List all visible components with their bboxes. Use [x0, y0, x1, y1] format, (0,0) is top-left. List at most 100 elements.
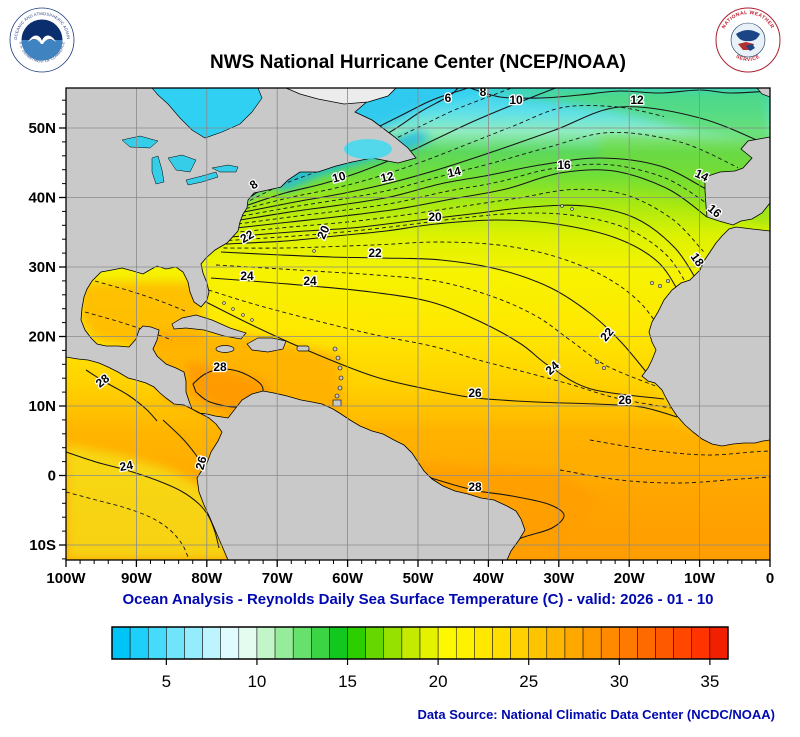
colorbar-segment [437, 626, 457, 660]
isotherm-dashed [249, 88, 513, 201]
contour-label: 10 [331, 169, 348, 186]
lake-ontario [211, 164, 239, 173]
y-axis-label: 50N [28, 120, 56, 137]
lake-michigan [151, 155, 165, 185]
nws-ring-text-bottom: SERVICE [735, 54, 762, 63]
isotherm-22 [220, 251, 648, 374]
islands-bahamas [222, 301, 254, 322]
colorbar-segment [655, 626, 674, 660]
grid-layer [66, 88, 770, 560]
sst-warmest-equatorial [400, 460, 600, 540]
island-dot [657, 283, 663, 289]
great-lakes [121, 135, 239, 186]
colorbar-segment [311, 626, 330, 660]
islands-cape-verde [594, 359, 607, 371]
island-dot [231, 307, 235, 311]
isotherm-dashed [208, 289, 671, 409]
colorbar-segment [510, 626, 529, 660]
colorbar-segment [238, 626, 258, 660]
map-subtitle: Ocean Analysis - Reynolds Daily Sea Surf… [122, 591, 713, 608]
colorbar-segment [292, 626, 312, 660]
colorbar-segment [329, 626, 348, 660]
island-puerto-rico [296, 345, 310, 352]
colorbar-segment [129, 626, 149, 660]
contour-label: 12 [630, 93, 644, 107]
noaa-emblem-sea [21, 40, 63, 61]
isotherm-dashed [233, 188, 704, 252]
isotherm-dashed [237, 163, 707, 225]
contour-label: 26 [193, 454, 210, 471]
data-source-note: Data Source: National Climatic Data Cent… [417, 707, 775, 722]
sst-pacific-cold-tongue [66, 445, 230, 560]
colorbar-border [111, 626, 729, 660]
axes-layer: 100W 90W 80W 70W 60W 50W 40W 30W 20W 10W 0 50N 40N 30… [28, 99, 774, 587]
colorbar-segment [564, 626, 584, 660]
island-cuba [171, 314, 247, 340]
land-british-isles [756, 88, 770, 98]
x-axis-label: 30W [543, 570, 575, 587]
contour-label: 16 [557, 158, 571, 172]
islands-lesser-antilles [332, 346, 344, 407]
contour-label: 26 [618, 393, 632, 407]
colorbar-segment [673, 626, 693, 660]
nws-logo: NATIONAL WEATHER SERVICE [715, 7, 781, 73]
contour-label: 24 [240, 269, 254, 283]
colorbar-segment [600, 626, 620, 660]
island-dot [338, 375, 344, 381]
x-axis-label: 70W [262, 570, 294, 587]
contour-label: 28 [468, 480, 482, 494]
isotherm-dashed [223, 241, 665, 335]
isotherm-20 [225, 219, 682, 297]
isotherm-dashed [215, 264, 656, 387]
islands-azores [560, 204, 574, 211]
colorbar-segment [619, 626, 638, 660]
colorbar-tick-label: 5 [162, 672, 171, 691]
contour-label: 8 [480, 85, 487, 99]
island-dot [241, 313, 245, 317]
island-dot [601, 365, 607, 371]
colorbar-segment [546, 626, 566, 660]
colorbar-segment [691, 626, 711, 660]
island-dot [560, 204, 564, 208]
y-axis-label: 10N [28, 398, 56, 415]
contour-label: 22 [368, 246, 382, 260]
isotherm-dashed [94, 280, 186, 312]
isotherm-extra [427, 476, 565, 546]
island-dot [594, 359, 600, 365]
colorbar-tick-label: 20 [429, 672, 448, 691]
y-axis-label: 20N [28, 329, 56, 346]
gulf-st-lawrence [344, 139, 392, 159]
colorbar-segment [256, 626, 276, 660]
island-dot [649, 280, 655, 286]
colorbar-segment [166, 626, 185, 660]
colorbar-segment [111, 626, 131, 660]
x-axis-label: 50W [403, 570, 435, 587]
colorbar-segment [274, 626, 294, 660]
lake-superior [121, 135, 159, 149]
isotherm-dashed [245, 105, 665, 209]
island-dot [222, 301, 226, 305]
colorbar-segment [365, 626, 385, 660]
colorbar-segment [528, 626, 548, 660]
colorbar-tick-label: 30 [610, 672, 629, 691]
land-americas [66, 88, 526, 560]
colorbar-segment [220, 626, 240, 660]
isotherm-dashed [84, 311, 173, 341]
colorbar-segment [455, 626, 475, 660]
isotherm-10 [247, 88, 557, 206]
colorbar-segment [347, 626, 366, 660]
contour-label: 24 [119, 458, 135, 474]
island-dot [570, 207, 574, 211]
island-dot [334, 393, 340, 399]
colorbar-segment [637, 626, 656, 660]
colorbar-tick-label: 25 [519, 672, 538, 691]
colorbar-tick-label: 35 [700, 672, 719, 691]
x-axis-label: 80W [191, 570, 223, 587]
x-axis-label: 10W [684, 570, 716, 587]
colorbar-segment [582, 626, 602, 660]
isotherm-dashed [66, 491, 189, 558]
island-dot [337, 365, 343, 371]
isotherm-16 [235, 169, 708, 229]
x-axis-label: 20W [614, 570, 646, 587]
